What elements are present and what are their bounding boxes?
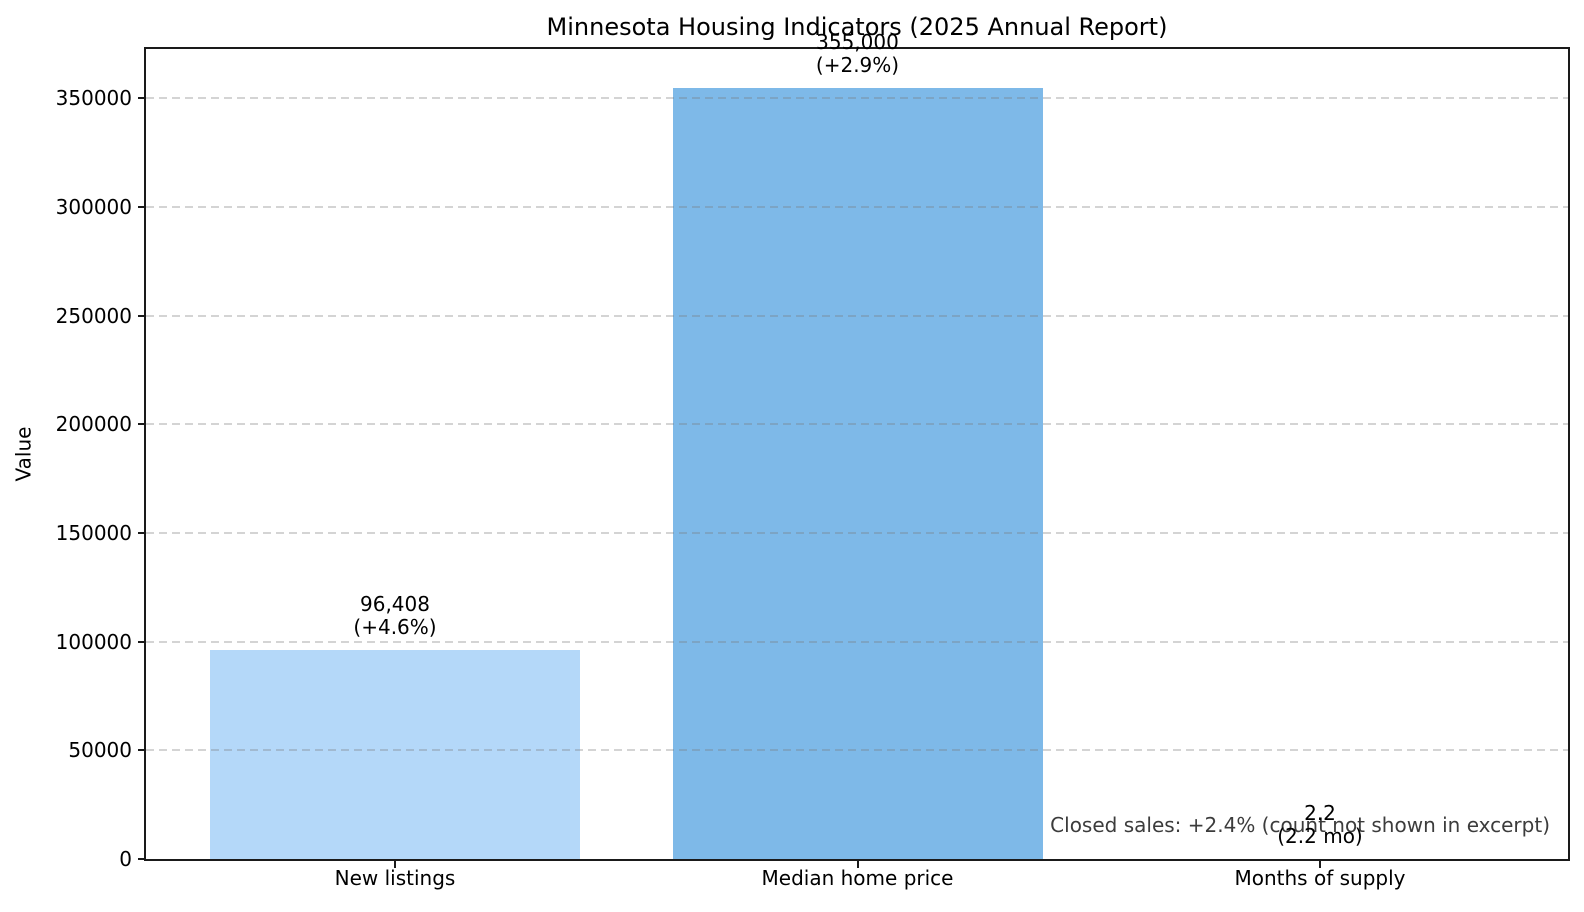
- y-axis-label-container: Value: [2, 49, 44, 859]
- chart-title: Minnesota Housing Indicators (2025 Annua…: [546, 13, 1168, 41]
- x-tick-label-new-listings: New listings: [334, 866, 456, 890]
- y-tick-label-250000: 250000: [55, 303, 132, 328]
- plot-area: [144, 47, 1570, 861]
- bar-value-label-line: (+2.9%): [815, 52, 900, 77]
- y-tick-label-200000: 200000: [55, 412, 132, 437]
- bar-value-label-months-of-supply: 2.2 (2.2 mo): [1210, 800, 1430, 848]
- gridline-y-250000: [146, 314, 1568, 317]
- bar-value-label-line: 96,408: [360, 591, 430, 616]
- bar-value-label-line: 355,000: [816, 29, 899, 54]
- y-tick-300000: [138, 206, 145, 209]
- y-tick-label-150000: 150000: [55, 521, 132, 546]
- bar-new-listings: [210, 649, 580, 859]
- gridline-y-300000: [146, 206, 1568, 209]
- y-tick-0: [138, 858, 145, 860]
- bar-value-label-median-home-price: 355,000 (+2.9%): [748, 29, 968, 77]
- y-tick-150000: [138, 532, 145, 535]
- y-tick-label-300000: 300000: [55, 195, 132, 220]
- x-tick-label-median-home-price: Median home price: [761, 866, 954, 890]
- y-tick-label-0: 0: [119, 847, 132, 871]
- x-tick-months-of-supply: [1319, 861, 1321, 868]
- x-tick-label-months-of-supply: Months of supply: [1234, 866, 1406, 890]
- bar-value-label-new-listings: 96,408 (+4.6%): [285, 591, 505, 639]
- bar-median-home-price: [672, 87, 1043, 859]
- closed-sales-annotation: Closed sales: +2.4% (count not shown in …: [1050, 813, 1550, 837]
- gridline-y-150000: [146, 532, 1568, 535]
- gridline-y-200000: [146, 423, 1568, 426]
- y-tick-250000: [138, 314, 145, 317]
- bar-value-label-line: (2.2 mo): [1277, 823, 1363, 848]
- gridline-y-50000: [146, 749, 1568, 752]
- y-tick-label-100000: 100000: [55, 629, 132, 654]
- y-tick-200000: [138, 423, 145, 426]
- y-tick-label-350000: 350000: [55, 86, 132, 111]
- y-axis-label: Value: [11, 426, 36, 482]
- bar-value-label-line: 2.2: [1304, 800, 1336, 825]
- y-tick-50000: [138, 749, 145, 752]
- bar-value-label-line: (+4.6%): [353, 614, 437, 639]
- y-tick-100000: [138, 640, 145, 643]
- x-tick-median-home-price: [856, 861, 859, 868]
- y-tick-350000: [138, 97, 145, 100]
- y-tick-label-50000: 50000: [68, 738, 132, 763]
- x-tick-new-listings: [394, 861, 396, 868]
- gridline-y-350000: [146, 97, 1568, 100]
- gridline-y-100000: [146, 640, 1568, 643]
